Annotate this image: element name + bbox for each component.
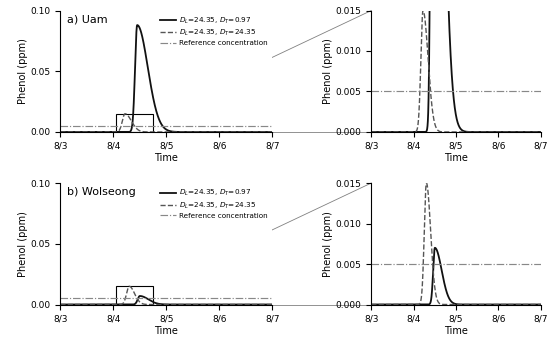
X-axis label: Time: Time [444,326,468,336]
Y-axis label: Phenol (ppm): Phenol (ppm) [18,38,28,104]
X-axis label: Time: Time [444,154,468,163]
Y-axis label: Phenol (ppm): Phenol (ppm) [323,38,333,104]
Legend: $D_L$=24.35, $D_T$=0.97, $D_L$=24.35, $D_T$=24.35, Reference concentration: $D_L$=24.35, $D_T$=0.97, $D_L$=24.35, $D… [158,14,268,48]
Y-axis label: Phenol (ppm): Phenol (ppm) [323,211,333,277]
Bar [116,114,153,132]
X-axis label: Time: Time [154,154,178,163]
Text: a) Uam: a) Uam [67,14,108,24]
Legend: $D_L$=24.35, $D_T$=0.97, $D_L$=24.35, $D_T$=24.35, Reference concentration: $D_L$=24.35, $D_T$=0.97, $D_L$=24.35, $D… [158,187,268,220]
Bar [116,286,153,304]
Text: b) Wolseong: b) Wolseong [67,187,136,197]
Y-axis label: Phenol (ppm): Phenol (ppm) [18,211,28,277]
X-axis label: Time: Time [154,326,178,336]
